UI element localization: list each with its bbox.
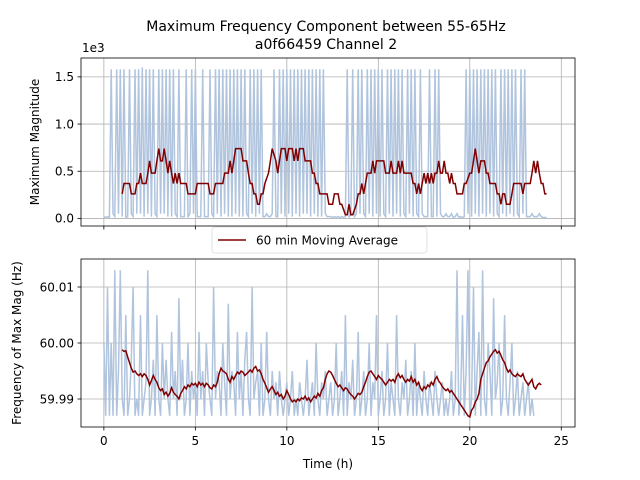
- top-y-tick-label: 1.5: [55, 70, 74, 84]
- x-tick-label: 20: [462, 434, 477, 448]
- legend-box: [211, 226, 428, 254]
- x-tick-label: 0: [100, 434, 108, 448]
- top-y-tick-label: 0.0: [55, 212, 74, 226]
- bottom-y-tick-label: 60.00: [40, 336, 74, 350]
- bottom-y-axis-label: Frequency of Max Mag (Hz): [10, 261, 24, 425]
- x-tick-label: 25: [554, 434, 569, 448]
- x-axis-label: Time (h): [302, 457, 353, 471]
- legend-label: 60 min Moving Average: [256, 234, 398, 248]
- bottom-axis-ticks: 0 5 10 15 20 25 59.99 60.00 60.01: [40, 280, 569, 448]
- chart-subtitle: a0f66459 Channel 2: [255, 37, 397, 53]
- top-plot-frame: [80, 57, 576, 227]
- top-offset-text: 1e3: [82, 41, 105, 55]
- x-tick-label: 5: [192, 434, 200, 448]
- top-y-tick-label: 0.5: [55, 165, 74, 179]
- bottom-y-tick-label: 60.01: [40, 280, 74, 294]
- bottom-moving-average-line: [121, 348, 542, 419]
- bottom-panel: 0 5 10 15 20 25 59.99 60.00 60.01 Frequency of M…: [10, 258, 576, 471]
- top-y-axis-label: Maximum Magnitude: [28, 79, 42, 206]
- bottom-y-tick-label: 59.99: [40, 392, 74, 406]
- top-moving-average-line: [121, 147, 547, 216]
- top-raw-series-line: [103, 67, 547, 220]
- chart-title: Maximum Frequency Component between 55-6…: [146, 19, 505, 35]
- top-panel: 0.0 0.5 1.0 1.5 1e3 Maximum Magnitude: [28, 41, 576, 230]
- top-y-tick-label: 1.0: [55, 117, 74, 131]
- x-tick-label: 10: [279, 434, 294, 448]
- bottom-raw-series-line: [103, 270, 535, 416]
- legend: 60 min Moving Average: [211, 226, 428, 254]
- top-axis-ticks: 0.0 0.5 1.0 1.5: [55, 70, 562, 230]
- x-tick-label: 15: [371, 434, 386, 448]
